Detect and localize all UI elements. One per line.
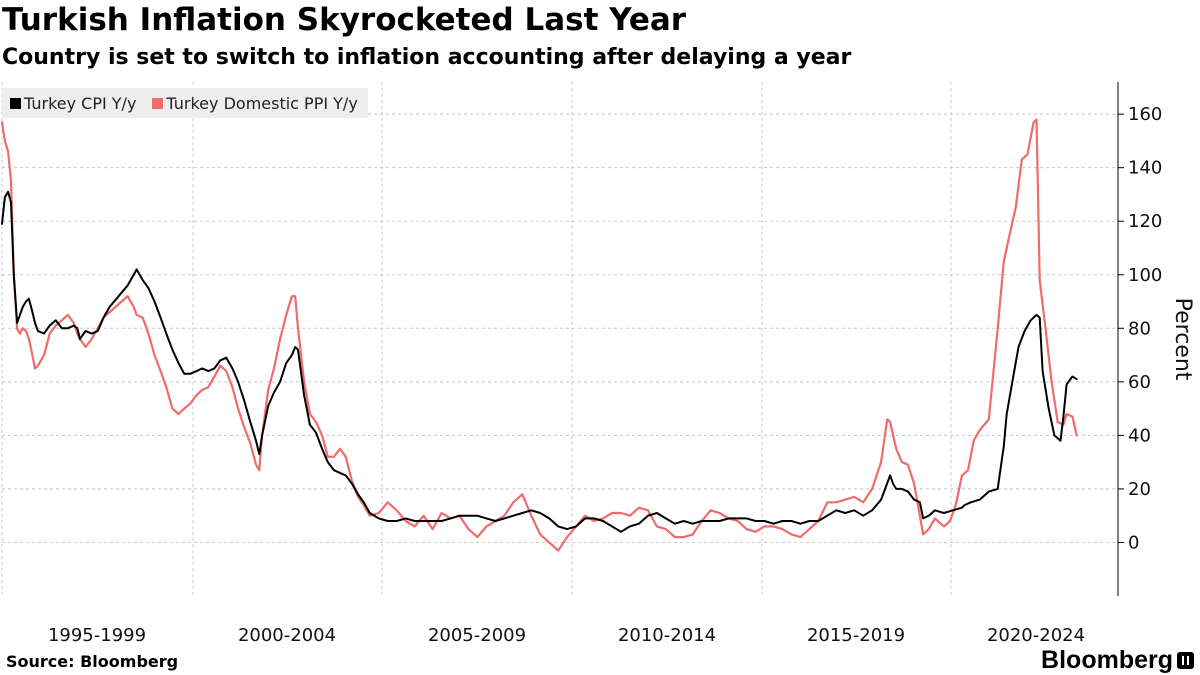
- legend-label-cpi: Turkey CPI Y/y: [24, 93, 137, 113]
- y-tick-label: 20: [1128, 479, 1151, 500]
- x-tick-label: 2015-2019: [807, 625, 905, 646]
- x-tick-label: 2000-2004: [238, 625, 336, 646]
- y-tick-label: 100: [1128, 265, 1162, 286]
- y-tick-label: 60: [1128, 372, 1151, 393]
- source-note: Source: Bloomberg: [6, 652, 179, 671]
- legend-label-ppi: Turkey Domestic PPI Y/y: [166, 93, 358, 113]
- y-axis-title: Percent: [1170, 298, 1195, 381]
- legend: Turkey CPI Y/y Turkey Domestic PPI Y/y: [2, 88, 368, 118]
- y-tick-label: 120: [1128, 211, 1162, 232]
- y-tick-label: 0: [1128, 532, 1139, 553]
- bloomberg-logo: Bloomberg: [1041, 646, 1194, 675]
- bloomberg-terminal-icon: [1177, 652, 1194, 669]
- y-tick-label: 160: [1128, 104, 1162, 125]
- x-tick-label: 2005-2009: [428, 625, 526, 646]
- y-tick-label: 140: [1128, 158, 1162, 179]
- legend-swatch-cpi: [10, 97, 21, 109]
- y-tick-label: 40: [1128, 425, 1151, 446]
- x-tick-label: 2010-2014: [618, 625, 716, 646]
- legend-item-cpi: Turkey CPI Y/y: [10, 94, 136, 113]
- y-tick-label: 80: [1128, 318, 1151, 339]
- x-tick-label: 1995-1999: [48, 625, 146, 646]
- legend-item-ppi: Turkey Domestic PPI Y/y: [152, 93, 358, 113]
- brand-name: Bloomberg: [1041, 646, 1173, 674]
- chart-subtitle: Country is set to switch to inflation ac…: [2, 45, 852, 70]
- series-line-cpi: [1, 190, 1078, 533]
- chart-title: Turkish Inflation Skyrocketed Last Year: [2, 2, 687, 38]
- legend-swatch-ppi: [152, 97, 164, 109]
- series-line-ppi: [0, 118, 1078, 552]
- axes: 0 20 40 60 80 100 120 140 160 Percent 1995-1999 200…: [48, 82, 1195, 646]
- series-layer: [0, 118, 1078, 552]
- x-tick-label: 2020-2024: [987, 625, 1085, 646]
